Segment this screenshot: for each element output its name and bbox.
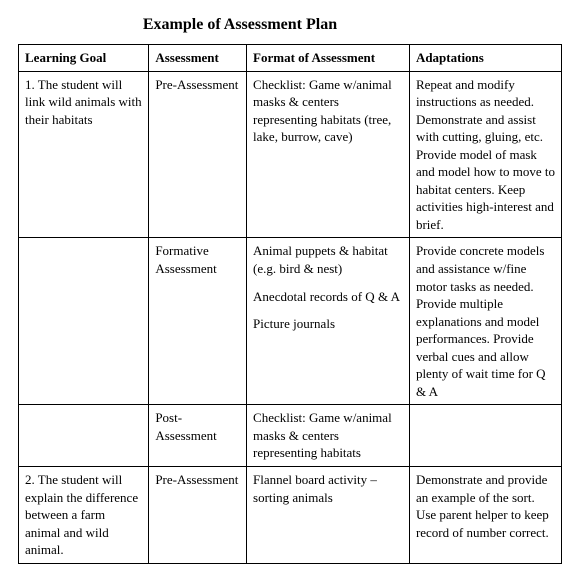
format-line: Animal puppets & habitat (e.g. bird & ne… xyxy=(253,242,403,277)
cell-format: Flannel board activity – sorting animals xyxy=(247,467,410,564)
cell-adaptations: Repeat and modify instructions as needed… xyxy=(409,71,561,238)
table-row: 2. The student will explain the differen… xyxy=(19,467,562,564)
cell-assessment: Post-Assessment xyxy=(149,405,247,467)
table-row: Post-Assessment Checklist: Game w/animal… xyxy=(19,405,562,467)
col-assessment: Assessment xyxy=(149,45,247,72)
cell-assessment: Pre-Assessment xyxy=(149,71,247,238)
format-line: Picture journals xyxy=(253,315,403,333)
page-title: Example of Assessment Plan xyxy=(18,16,562,34)
cell-adaptations: Provide concrete models and assistance w… xyxy=(409,238,561,405)
col-learning-goal: Learning Goal xyxy=(19,45,149,72)
col-adaptations: Adaptations xyxy=(409,45,561,72)
cell-format: Checklist: Game w/animal masks & centers… xyxy=(247,71,410,238)
cell-goal: 2. The student will explain the differen… xyxy=(19,467,149,564)
table-row: 1. The student will link wild animals wi… xyxy=(19,71,562,238)
cell-adaptations: Demonstrate and provide an example of th… xyxy=(409,467,561,564)
cell-format: Checklist: Game w/animal masks & centers… xyxy=(247,405,410,467)
cell-goal: 1. The student will link wild animals wi… xyxy=(19,71,149,238)
cell-goal xyxy=(19,405,149,467)
cell-assessment: Formative Assessment xyxy=(149,238,247,405)
cell-adaptations xyxy=(409,405,561,467)
cell-assessment: Pre-Assessment xyxy=(149,467,247,564)
assessment-plan-table: Learning Goal Assessment Format of Asses… xyxy=(18,44,562,564)
cell-format: Animal puppets & habitat (e.g. bird & ne… xyxy=(247,238,410,405)
table-row: Formative Assessment Animal puppets & ha… xyxy=(19,238,562,405)
col-format: Format of Assessment xyxy=(247,45,410,72)
cell-goal xyxy=(19,238,149,405)
format-line: Anecdotal records of Q & A xyxy=(253,288,403,306)
table-header-row: Learning Goal Assessment Format of Asses… xyxy=(19,45,562,72)
